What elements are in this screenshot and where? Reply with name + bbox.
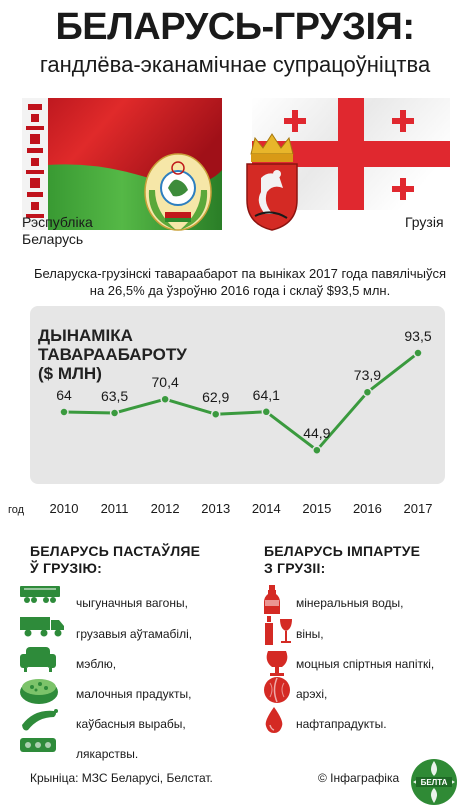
belta-logo-text: БЕЛТА — [421, 778, 448, 787]
data-point — [210, 409, 221, 419]
x-tick-label: 2012 — [151, 501, 180, 516]
x-axis-label: год — [8, 504, 25, 516]
country-label-belarus: Рэспубліка Беларусь — [22, 214, 93, 247]
data-point — [413, 348, 423, 358]
chart-title-line-2: ТАВАРААБАРОТУ — [38, 345, 187, 364]
data-point — [312, 445, 322, 455]
chart-title-line-3: ($ МЛН) — [38, 364, 102, 383]
import-item-3: моцныя спіртныя напіткі, — [296, 657, 435, 671]
data-point — [109, 408, 120, 418]
chart-panel — [30, 306, 445, 484]
walnut-icon — [262, 675, 292, 710]
data-label: 62,9 — [202, 389, 229, 405]
belta-logo: БЕЛТА — [410, 758, 458, 806]
chart-title: ДЫНАМІКА ТАВАРААБАРОТУ ($ МЛН) — [38, 326, 218, 383]
export-item-1: чыгуначныя вагоны, — [76, 596, 188, 610]
export-item-5: каўбасныя вырабы, — [76, 717, 186, 731]
data-point — [59, 407, 69, 417]
intro-text: Беларуска-грузінскі тавараабарот па выні… — [33, 266, 447, 298]
import-item-2: віны, — [296, 627, 324, 641]
armchair-icon — [18, 645, 58, 678]
x-tick-label: 2011 — [101, 501, 129, 516]
page-title: БЕЛАРУСЬ-ГРУЗІЯ: — [55, 6, 415, 48]
import-item-5: нафтапрадукты. — [296, 717, 387, 731]
export-item-2: грузавыя аўтамабілі, — [76, 627, 193, 641]
belarus-emblem — [143, 150, 213, 232]
truck-icon — [18, 615, 66, 642]
credit-note: © Інфаграфіка — [318, 771, 400, 785]
x-tick-label: 2015 — [302, 501, 331, 516]
x-tick-label: 2016 — [353, 501, 382, 516]
x-tick-label: 2010 — [50, 501, 79, 516]
exports-heading: БЕЛАРУСЬ ПАСТАЎЛЯЕ Ў ГРУЗІЮ: — [30, 543, 201, 576]
brandy-glass-icon — [262, 645, 292, 682]
data-point — [362, 387, 373, 397]
x-tick-label: 2014 — [252, 501, 281, 516]
data-point — [160, 394, 170, 404]
data-label: 64 — [56, 387, 72, 403]
chart-title-line-1: ДЫНАМІКА — [38, 326, 133, 345]
data-label: 93,5 — [404, 328, 431, 344]
page-subtitle: гандлёва-эканамічнае супрацоўніцтва — [39, 52, 431, 77]
wine-icon — [262, 615, 296, 652]
oil-drop-icon — [262, 705, 286, 740]
source-note: Крыніца: МЗС Беларусі, Белстат. — [30, 771, 213, 785]
imports-heading: БЕЛАРУСЬ ІМПАРТУЕ З ГРУЗІІ: — [264, 543, 421, 576]
x-tick-label: 2013 — [201, 501, 230, 516]
import-item-1: мінеральныя воды, — [296, 596, 404, 610]
data-label: 44,9 — [303, 425, 330, 441]
water-bottle-icon — [262, 584, 282, 621]
data-label: 70,4 — [152, 374, 179, 390]
cheese-icon — [18, 675, 60, 710]
pills-icon — [18, 735, 58, 760]
data-label: 73,9 — [354, 367, 381, 383]
import-item-4: арэхі, — [296, 687, 328, 701]
export-item-4: малочныя прадукты, — [76, 687, 192, 701]
series-line — [63, 351, 419, 452]
export-item-3: мэблю, — [76, 657, 117, 671]
country-label-georgia: Грузія — [405, 214, 444, 230]
data-point — [261, 407, 272, 417]
sausage-icon — [18, 705, 60, 738]
data-label: 64,1 — [253, 387, 280, 403]
data-label: 63,5 — [101, 388, 128, 404]
export-item-6: лякарствы. — [76, 747, 139, 761]
railcar-icon — [18, 584, 62, 609]
x-tick-label: 2017 — [404, 501, 433, 516]
georgia-coat-of-arms — [243, 132, 301, 232]
